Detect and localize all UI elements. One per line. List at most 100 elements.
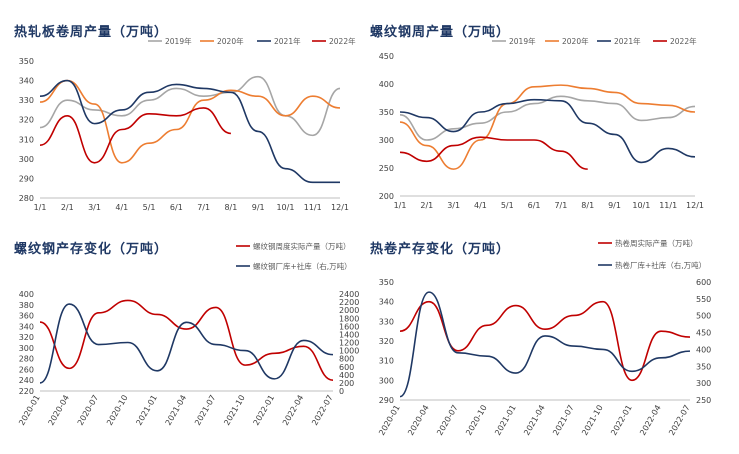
x-tick-label: 4/1 [115,203,128,212]
series-line-2021年 [399,98,696,164]
y-right-tick-label: 2000 [339,306,359,315]
legend-label: 2022年 [670,36,697,46]
y-right-tick-label: 550 [696,295,711,304]
x-tick-label: 2020-04 [47,394,72,427]
x-tick-label: 2020-01 [377,404,402,437]
y-tick-label: 300 [19,155,34,164]
x-tick-label: 2022-07 [667,404,692,437]
y-tick-label: 280 [19,355,34,364]
chart-panel-rebar-weekly-output: 螺纹钢周产量（万吨） 200 250 300 350 400 450 1/1 2/1 3/1 4/… [370,0,739,225]
series-line-2020年 [399,84,696,170]
y-right-tick-label: 300 [696,379,711,388]
y-tick-label: 340 [19,77,34,86]
x-tick-label: 3/1 [447,201,460,210]
x-tick-label: 9/1 [252,203,265,212]
legend-label: 2020年 [217,36,244,46]
x-tick-label: 5/1 [143,203,156,212]
y-right-tick-label: 600 [696,278,711,287]
y-right-tick-label: 400 [339,371,354,380]
series-line-2020年 [39,79,341,164]
y-tick-label: 200 [379,192,394,201]
series-line-2021年 [39,79,340,184]
x-tick-label: 10/1 [632,201,650,210]
y-right-tick-label: 1600 [339,322,359,331]
chart-svg: 200 250 300 350 400 450 1/1 2/1 3/1 4/1 5/1 6/1 7/1 8… [379,36,704,210]
y-right-tick-label: 350 [696,362,711,371]
series-line-2019年 [39,75,341,137]
x-tick-label: 2021-01 [134,394,159,427]
chart-svg: 280 290 300 310 320 330 340 350 1/1 2/1 3/1 4/1 5/1 6… [19,36,356,212]
x-tick-label: 8/1 [224,203,237,212]
series-line-2019年 [399,95,696,141]
x-tick-label: 11/1 [304,203,322,212]
y-tick-label: 330 [19,96,34,105]
chart-panel-rebar-production-inventory: 螺纹钢产存变化（万吨） 220 240 260 280 300 320 340 360 380 4… [0,225,370,450]
y-tick-label: 350 [379,108,394,117]
legend-label: 2021年 [274,36,301,46]
y-right-tick-label: 2200 [339,298,359,307]
legend-label: 2020年 [562,36,589,46]
x-tick-label: 7/1 [197,203,210,212]
x-tick-label: 2022-04 [281,394,306,427]
x-tick-label: 6/1 [170,203,183,212]
y-tick-label: 330 [379,317,394,326]
y-tick-label: 360 [19,312,34,321]
x-tick-label: 2020-10 [464,404,489,437]
y-tick-label: 220 [19,387,34,396]
series-line-热卷厂库+社库（右,万吨） [399,291,691,398]
series-line-2022年 [399,136,588,170]
series-line-热卷周实际产量（万吨） [399,300,691,382]
chart-title: 螺纹钢周产量（万吨） [370,25,511,40]
x-tick-label: 9/1 [608,201,621,210]
x-tick-label: 2/1 [420,201,433,210]
chart-panel-hr-production-inventory: 热卷产存变化（万吨） 290 300 310 320 330 340 350 250 300 35… [370,225,739,450]
y-tick-label: 350 [19,57,34,66]
x-tick-label: 5/1 [501,201,514,210]
y-right-tick-label: 1400 [339,330,359,339]
y-tick-label: 450 [379,52,394,61]
x-tick-label: 4/1 [474,201,487,210]
x-tick-label: 2/1 [61,203,74,212]
x-tick-label: 2022-04 [638,404,663,437]
y-right-tick-label: 1800 [339,314,359,323]
y-right-tick-label: 500 [696,312,711,321]
x-tick-label: 2020-07 [435,404,460,437]
x-tick-label: 1/1 [394,201,407,210]
y-tick-label: 400 [19,290,34,299]
y-right-tick-label: 600 [339,363,354,372]
x-tick-label: 2021-04 [522,404,547,437]
x-tick-label: 6/1 [528,201,541,210]
x-tick-label: 2020-04 [406,404,431,437]
chart-title: 热卷产存变化（万吨） [370,242,511,257]
series-line-螺纹钢厂库+社库（右,万吨） [39,303,334,384]
x-tick-label: 2021-07 [193,394,218,427]
y-tick-label: 320 [19,333,34,342]
chart-svg: 290 300 310 320 330 340 350 250 300 350 400 450 500 5… [377,238,711,437]
y-right-tick-label: 0 [339,387,344,396]
series-line-2022年 [39,107,232,164]
y-tick-label: 400 [379,80,394,89]
x-tick-label: 2021-10 [222,394,247,427]
x-tick-label: 11/1 [659,201,677,210]
x-tick-label: 10/1 [276,203,294,212]
chart-panel-hr-weekly-output: 热轧板卷周产量（万吨） 280 290 300 310 320 330 340 350 1/1 2… [0,0,370,225]
x-tick-label: 2021-07 [551,404,576,437]
y-tick-label: 350 [379,278,394,287]
y-right-tick-label: 400 [696,345,711,354]
legend-label: 热卷厂库+社库（右,万吨） [615,260,706,270]
y-right-tick-label: 2400 [339,290,359,299]
x-tick-label: 12/1 [686,201,704,210]
y-tick-label: 300 [19,344,34,353]
legend-label: 2019年 [509,36,536,46]
y-tick-label: 280 [19,194,34,203]
y-tick-label: 250 [379,164,394,173]
x-tick-label: 7/1 [554,201,567,210]
y-tick-label: 320 [19,116,34,125]
legend-label: 2021年 [614,36,641,46]
y-tick-label: 300 [379,136,394,145]
y-right-tick-label: 1000 [339,347,359,356]
y-tick-label: 340 [379,298,394,307]
y-right-tick-label: 800 [339,355,354,364]
y-tick-label: 380 [19,301,34,310]
x-tick-label: 2020-10 [105,394,130,427]
